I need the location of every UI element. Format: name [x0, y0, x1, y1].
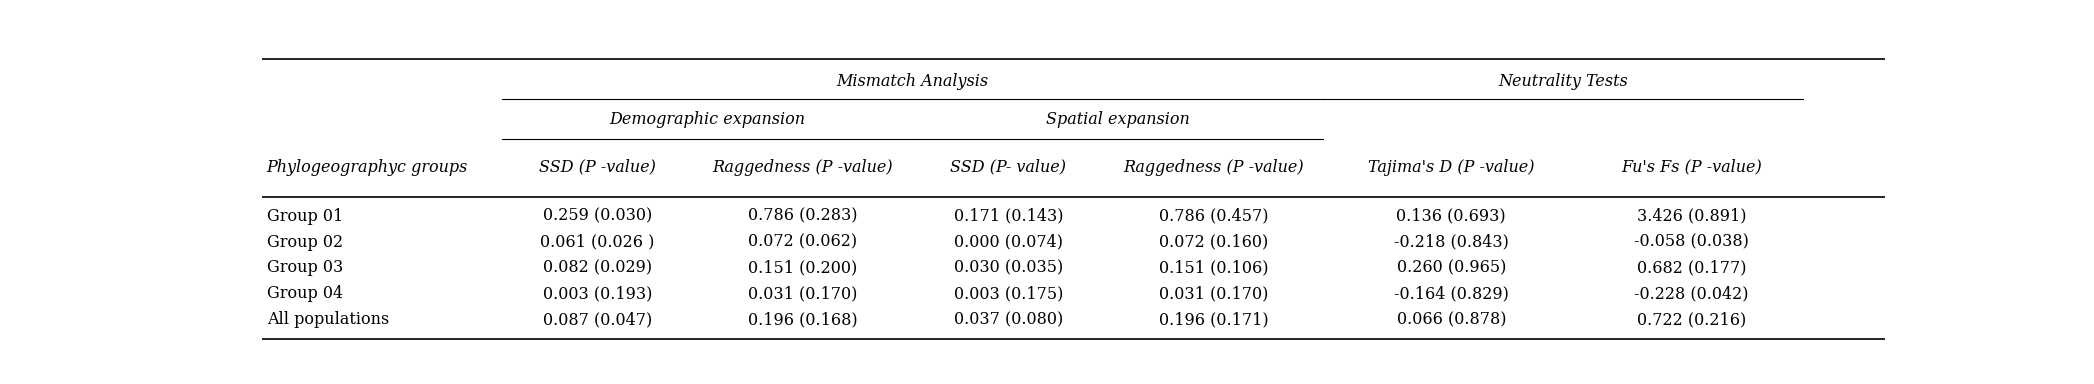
Text: 0.151 (0.200): 0.151 (0.200) [748, 259, 859, 276]
Text: Raggedness (P -value): Raggedness (P -value) [712, 159, 894, 176]
Text: -0.218 (0.843): -0.218 (0.843) [1395, 233, 1510, 250]
Text: 0.087 (0.047): 0.087 (0.047) [542, 311, 653, 328]
Text: Group 02: Group 02 [266, 233, 343, 250]
Text: Demographic expansion: Demographic expansion [609, 111, 806, 129]
Text: 0.196 (0.171): 0.196 (0.171) [1158, 311, 1269, 328]
Text: SSD (P -value): SSD (P -value) [540, 159, 655, 176]
Text: All populations: All populations [266, 311, 389, 328]
Text: 0.066 (0.878): 0.066 (0.878) [1397, 311, 1506, 328]
Text: 0.136 (0.693): 0.136 (0.693) [1397, 208, 1506, 225]
Text: 0.682 (0.177): 0.682 (0.177) [1638, 259, 1746, 276]
Text: Group 04: Group 04 [266, 285, 343, 302]
Text: Mismatch Analysis: Mismatch Analysis [836, 73, 988, 90]
Text: Fu's Fs (P -value): Fu's Fs (P -value) [1621, 159, 1761, 176]
Text: 0.722 (0.216): 0.722 (0.216) [1638, 311, 1746, 328]
Text: 0.037 (0.080): 0.037 (0.080) [953, 311, 1064, 328]
Text: 0.260 (0.965): 0.260 (0.965) [1397, 259, 1506, 276]
Text: 0.003 (0.193): 0.003 (0.193) [542, 285, 653, 302]
Text: 0.072 (0.062): 0.072 (0.062) [748, 233, 859, 250]
Text: 0.259 (0.030): 0.259 (0.030) [542, 208, 653, 225]
Text: 0.072 (0.160): 0.072 (0.160) [1158, 233, 1269, 250]
Text: Group 01: Group 01 [266, 208, 343, 225]
Text: 0.000 (0.074): 0.000 (0.074) [953, 233, 1064, 250]
Text: Raggedness (P -value): Raggedness (P -value) [1122, 159, 1305, 176]
Text: 0.196 (0.168): 0.196 (0.168) [748, 311, 859, 328]
Text: 0.171 (0.143): 0.171 (0.143) [953, 208, 1064, 225]
Text: 0.061 (0.026 ): 0.061 (0.026 ) [540, 233, 655, 250]
Text: -0.228 (0.042): -0.228 (0.042) [1633, 285, 1748, 302]
Text: 0.786 (0.283): 0.786 (0.283) [748, 208, 859, 225]
Text: 0.031 (0.170): 0.031 (0.170) [1158, 285, 1269, 302]
Text: SSD (P- value): SSD (P- value) [951, 159, 1066, 176]
Text: Neutrality Tests: Neutrality Tests [1499, 73, 1629, 90]
Text: -0.058 (0.038): -0.058 (0.038) [1633, 233, 1748, 250]
Text: Spatial expansion: Spatial expansion [1045, 111, 1189, 129]
Text: 0.031 (0.170): 0.031 (0.170) [748, 285, 859, 302]
Text: 0.082 (0.029): 0.082 (0.029) [542, 259, 651, 276]
Text: Phylogeographyc groups: Phylogeographyc groups [266, 159, 467, 176]
Text: Group 03: Group 03 [266, 259, 343, 276]
Text: 3.426 (0.891): 3.426 (0.891) [1638, 208, 1746, 225]
Text: 0.151 (0.106): 0.151 (0.106) [1158, 259, 1269, 276]
Text: -0.164 (0.829): -0.164 (0.829) [1395, 285, 1510, 302]
Text: 0.786 (0.457): 0.786 (0.457) [1158, 208, 1269, 225]
Text: 0.030 (0.035): 0.030 (0.035) [953, 259, 1064, 276]
Text: Tajima's D (P -value): Tajima's D (P -value) [1367, 159, 1535, 176]
Text: 0.003 (0.175): 0.003 (0.175) [953, 285, 1064, 302]
